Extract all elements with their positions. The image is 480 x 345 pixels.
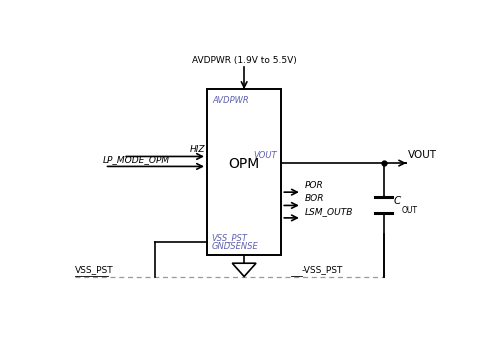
Text: C: C <box>394 196 401 206</box>
Text: LSM_OUTB: LSM_OUTB <box>305 207 353 216</box>
Text: VOUT: VOUT <box>408 150 437 160</box>
Text: HIZ: HIZ <box>190 145 205 154</box>
Text: AVDPWR (1.9V to 5.5V): AVDPWR (1.9V to 5.5V) <box>192 56 297 65</box>
Text: LP_MODE_OPM: LP_MODE_OPM <box>103 155 170 164</box>
Text: BOR: BOR <box>305 194 324 203</box>
Text: GNDSENSE: GNDSENSE <box>211 242 258 251</box>
Text: POR: POR <box>305 181 324 190</box>
Text: VSS_PST: VSS_PST <box>211 233 247 241</box>
Text: -VSS_PST: -VSS_PST <box>302 265 343 274</box>
Bar <box>207 89 281 255</box>
Text: OPM: OPM <box>228 157 260 171</box>
Text: OUT: OUT <box>401 206 418 215</box>
Text: VSS_PST: VSS_PST <box>75 265 113 274</box>
Text: AVDPWR: AVDPWR <box>213 96 249 105</box>
Text: VOUT: VOUT <box>253 151 277 160</box>
